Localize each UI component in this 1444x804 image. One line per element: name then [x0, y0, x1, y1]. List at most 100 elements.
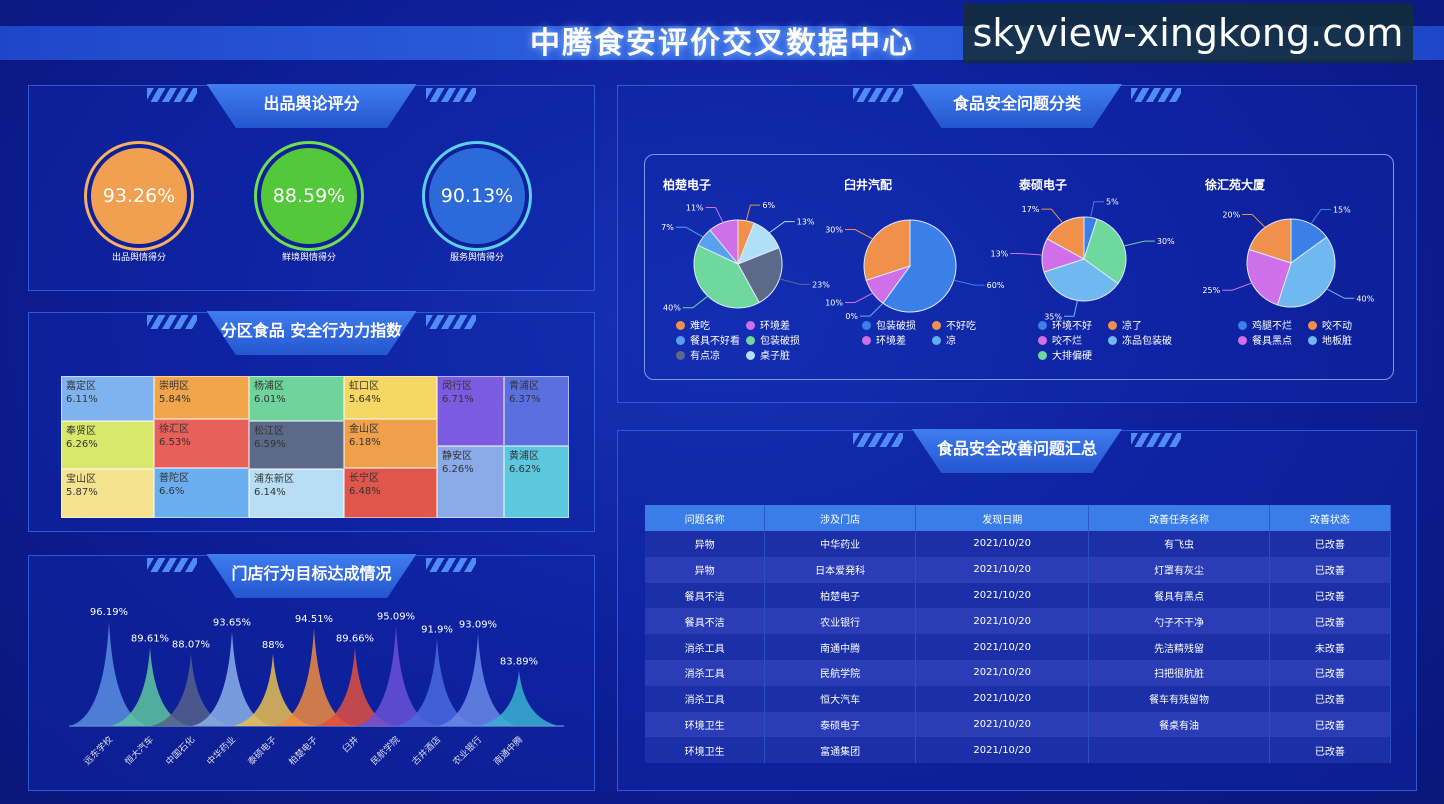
- district-value: 6.26%: [66, 439, 98, 450]
- pie-slice[interactable]: [693, 244, 760, 309]
- panel-title: 分区食品 安全行为力指数: [206, 311, 417, 355]
- treemap-cell[interactable]: 杨浦区 6.01%: [249, 376, 344, 421]
- table-cell: 2021/10/20: [915, 711, 1090, 738]
- pie-title: 柏楚电子: [663, 178, 712, 192]
- legend-item[interactable]: 难吃: [676, 319, 746, 334]
- legend-label: 有点凉: [690, 351, 720, 362]
- slice-label: 15%: [1333, 206, 1351, 215]
- treemap-cell[interactable]: 徐汇区 6.53%: [154, 419, 249, 468]
- treemap-cell[interactable]: 金山区 6.18%: [344, 419, 437, 468]
- legend-item[interactable]: 咬不动: [1308, 319, 1378, 334]
- peak-mark: [479, 670, 559, 726]
- treemap-cell[interactable]: 黄浦区 6.62%: [504, 446, 569, 518]
- table-cell: 农业银行: [764, 608, 917, 635]
- district-value: 6.11%: [66, 394, 98, 405]
- legend-dot-icon: [1238, 336, 1247, 345]
- legend-dot-icon: [676, 336, 685, 345]
- legend-label: 鸡腿不烂: [1252, 321, 1292, 332]
- slice-label: 30%: [825, 226, 843, 235]
- legend-item[interactable]: 桌子脏: [746, 349, 816, 364]
- pie-title: 臼井汽配: [844, 178, 893, 192]
- pie-slice[interactable]: [1083, 218, 1127, 285]
- treemap-cell[interactable]: 嘉定区 6.11%: [61, 376, 154, 421]
- x-tick-label: 古井酒店: [409, 734, 443, 768]
- legend-item[interactable]: 冻品包装破: [1108, 334, 1178, 349]
- peak-mark: [233, 654, 313, 726]
- legend-item[interactable]: 包装破损: [862, 319, 932, 334]
- legend-item[interactable]: 有点凉: [676, 349, 746, 364]
- treemap-cell[interactable]: 奉贤区 6.26%: [61, 421, 154, 469]
- pie-container: [644, 154, 1394, 380]
- data-label: 93.09%: [459, 620, 497, 631]
- label-line: [1242, 213, 1266, 228]
- treemap-cell[interactable]: 宝山区 5.87%: [61, 469, 154, 518]
- table-row[interactable]: 消杀工具 恒大汽车 2021/10/20 餐车有残留物 已改善: [645, 685, 1392, 712]
- legend-item[interactable]: 餐具不好看: [676, 334, 746, 349]
- table-cell: 灯罩有灰尘: [1088, 556, 1270, 583]
- legend-item[interactable]: 鸡腿不烂: [1238, 319, 1308, 334]
- legend-item[interactable]: 凉了: [1108, 319, 1178, 334]
- pie-slice[interactable]: [1046, 216, 1085, 260]
- watermark: skyview-xingkong.com: [963, 3, 1413, 63]
- store-target-chart: 96.19% 远东学校 89.61% 恒大汽车 88.07% 中国石化 93.65% 中华药业…: [69, 607, 564, 768]
- legend-dot-icon: [746, 351, 755, 360]
- table-cell: 勺子不干净: [1088, 608, 1270, 635]
- table-row[interactable]: 异物 中华药业 2021/10/20 有飞虫 已改善: [645, 531, 1392, 557]
- table-cell: 恒大汽车: [764, 685, 917, 712]
- x-tick-label: 远东学校: [81, 734, 115, 768]
- district-name: 松江区: [254, 426, 284, 437]
- legend-item[interactable]: 餐具黑点: [1238, 334, 1308, 349]
- legend-item[interactable]: 大排偏硬: [1038, 349, 1108, 364]
- table-cell: 已改善: [1269, 737, 1392, 764]
- table-row[interactable]: 餐具不洁 柏楚电子 2021/10/20 餐具有黑点 已改善: [645, 582, 1392, 609]
- district-value: 5.87%: [66, 487, 98, 498]
- peak-mark: [397, 638, 477, 726]
- pie-title: 徐汇苑大厦: [1205, 178, 1266, 192]
- treemap-cell[interactable]: 松江区 6.59%: [249, 421, 344, 469]
- table-row[interactable]: 餐具不洁 农业银行 2021/10/20 勺子不干净 已改善: [645, 608, 1392, 635]
- gauge-label: 服务舆情得分: [449, 253, 504, 263]
- treemap-cell[interactable]: 虹口区 5.64%: [344, 376, 437, 419]
- table-row[interactable]: 异物 日本爱発科 2021/10/20 灯罩有灰尘 已改善: [645, 556, 1392, 583]
- district-value: 6.26%: [442, 464, 474, 475]
- treemap-cell[interactable]: 闵行区 6.71%: [437, 376, 504, 446]
- legend-item[interactable]: 环境差: [746, 319, 816, 334]
- treemap-cell[interactable]: 长宁区 6.48%: [344, 468, 437, 518]
- legend-item[interactable]: 地板脏: [1308, 334, 1378, 349]
- slice-label: 13%: [991, 250, 1009, 259]
- district-value: 6.14%: [254, 487, 286, 498]
- legend-item[interactable]: 咬不烂: [1038, 334, 1108, 349]
- table-cell: 有飞虫: [1088, 531, 1270, 557]
- slice-label: 23%: [812, 280, 830, 289]
- table-cell: 2021/10/20: [915, 659, 1090, 686]
- legend-item[interactable]: 包装破损: [746, 334, 816, 349]
- table-row[interactable]: 环境卫生 泰硕电子 2021/10/20 餐桌有油 已改善: [645, 711, 1392, 738]
- table-row[interactable]: 消杀工具 南通中腾 2021/10/20 先洁精残留 未改善: [645, 634, 1392, 660]
- pie-slice[interactable]: [882, 219, 957, 313]
- table-cell: 已改善: [1269, 582, 1392, 609]
- treemap-cell[interactable]: 浦东新区 6.14%: [249, 469, 344, 518]
- data-label: 93.65%: [213, 617, 251, 628]
- treemap-cell[interactable]: 崇明区 5.84%: [154, 376, 249, 419]
- label-line: [1310, 209, 1331, 225]
- treemap-cell[interactable]: 青浦区 6.37%: [504, 376, 569, 446]
- legend-item[interactable]: 环境不好: [1038, 319, 1108, 334]
- gauge-2: 90.13%: [429, 148, 525, 244]
- pie-slice[interactable]: [1248, 218, 1292, 264]
- slice-label: 10%: [825, 298, 843, 307]
- pie-slice[interactable]: [1043, 258, 1119, 302]
- legend-item[interactable]: 环境差: [862, 334, 932, 349]
- column-header: 改善状态: [1269, 505, 1392, 531]
- pie-slice[interactable]: [737, 247, 783, 304]
- table-row[interactable]: 环境卫生 富通集团 2021/10/20 已改善: [645, 737, 1392, 764]
- district-value: 6.48%: [349, 486, 381, 497]
- legend-item[interactable]: 凉: [932, 334, 1002, 349]
- slice-label: 40%: [1356, 294, 1374, 303]
- pie-slice[interactable]: [1246, 248, 1292, 306]
- table-row[interactable]: 消杀工具 民航学院 2021/10/20 扫把很肮脏 已改善: [645, 659, 1392, 686]
- treemap-cell[interactable]: 普陀区 6.6%: [154, 468, 249, 518]
- treemap-cell[interactable]: 静安区 6.26%: [437, 446, 504, 518]
- pie-slice[interactable]: [1276, 236, 1336, 308]
- x-tick-label: 恒大汽车: [122, 734, 156, 768]
- legend-item[interactable]: 不好吃: [932, 319, 1002, 334]
